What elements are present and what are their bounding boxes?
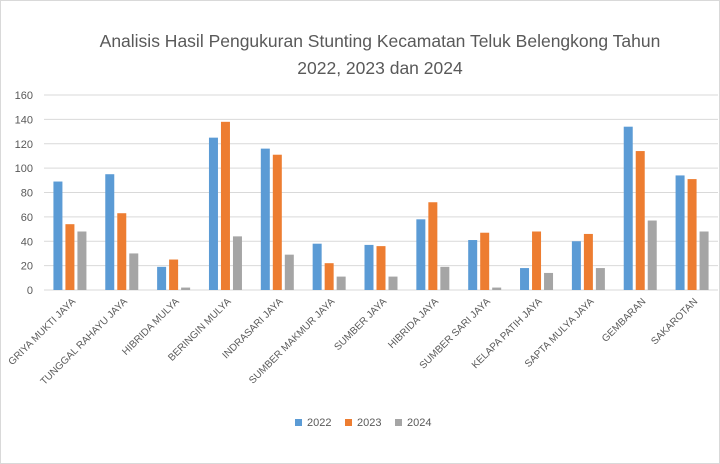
legend-label: 2022	[307, 417, 331, 429]
bar-2024	[388, 276, 398, 290]
x-category-label: SUMBER JAYA	[332, 296, 389, 353]
y-tick-label: 60	[21, 212, 33, 224]
bar-2024	[544, 272, 554, 290]
x-category-label: TUNGGAL RAHAYU JAYA	[39, 296, 130, 387]
bar-2023	[117, 213, 127, 290]
y-tick-label: 0	[27, 285, 33, 297]
bar-2024	[181, 287, 191, 290]
bar-2023	[428, 202, 438, 290]
legend-label: 2024	[407, 417, 431, 429]
chart-title-line-1: Analisis Hasil Pengukuran Stunting Kecam…	[99, 31, 661, 51]
x-category-label: HIBRIDA JAYA	[386, 296, 441, 351]
x-category-label: GEMBARAN	[600, 296, 648, 344]
bar-2023	[220, 121, 230, 290]
bar-2023	[272, 154, 282, 290]
bar-2023	[376, 246, 386, 290]
bar-2022	[312, 243, 322, 290]
legend-swatch-2022	[295, 419, 302, 426]
bar-2022	[260, 148, 270, 290]
bar-2022	[208, 137, 218, 290]
bar-2023	[65, 224, 75, 290]
bar-2024	[284, 254, 294, 290]
bar-2022	[623, 126, 633, 290]
bar-2024	[492, 287, 502, 290]
bar-2022	[675, 175, 685, 290]
chart-title-line-2: 2022, 2023 dan 2024	[297, 58, 463, 78]
y-tick-label: 120	[15, 139, 33, 151]
bar-2023	[583, 233, 593, 290]
bar-2022	[468, 240, 478, 290]
bar-2023	[687, 179, 697, 290]
bar-2024	[336, 276, 346, 290]
bar-2022	[416, 219, 426, 290]
y-tick-label: 40	[21, 236, 33, 248]
x-category-label: SAKAROTAN	[649, 296, 700, 347]
bar-2022	[571, 241, 581, 290]
bar-2023	[635, 151, 645, 290]
bar-2022	[364, 244, 374, 290]
bar-2023	[169, 259, 179, 290]
chart-title: Analisis Hasil Pengukuran Stunting Kecam…	[40, 28, 720, 82]
bar-2024	[129, 253, 139, 290]
bar-2024	[595, 268, 605, 290]
bar-2024	[699, 231, 709, 290]
legend-swatch-2024	[395, 419, 402, 426]
legend-label: 2023	[357, 417, 381, 429]
y-tick-label: 100	[15, 163, 33, 175]
bar-2022	[105, 174, 115, 290]
bar-2022	[53, 181, 63, 290]
bar-2023	[532, 231, 542, 290]
bar-2024	[77, 231, 87, 290]
y-tick-label: 140	[15, 114, 33, 126]
y-tick-label: 20	[21, 261, 33, 273]
x-category-label: SUMBER MAKMUR JAYA	[247, 296, 337, 386]
bar-2022	[157, 266, 167, 290]
bar-2024	[232, 236, 242, 290]
legend-swatch-2023	[345, 419, 352, 426]
y-tick-label: 80	[21, 188, 33, 200]
bar-2023	[324, 263, 334, 290]
bar-2024	[440, 266, 450, 290]
bar-2024	[647, 220, 657, 290]
bar-2023	[480, 232, 490, 290]
y-tick-label: 160	[15, 90, 33, 102]
bar-2022	[520, 268, 530, 290]
